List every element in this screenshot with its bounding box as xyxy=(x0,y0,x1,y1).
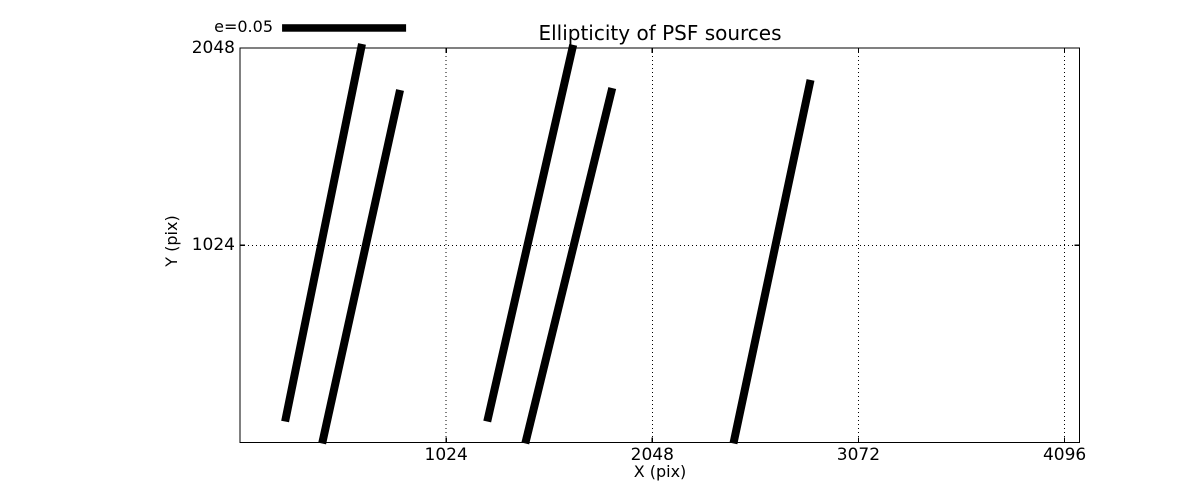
x-tick-label: 4096 xyxy=(1042,445,1087,465)
x-tick-label: 2048 xyxy=(630,445,674,465)
y-tick-label: 2048 xyxy=(191,37,235,58)
ellipticity-sticks xyxy=(281,43,815,445)
ellipticity-stick xyxy=(483,44,578,423)
ellipticity-stick xyxy=(521,87,617,445)
x-axis-label: X (pix) xyxy=(633,462,687,481)
ellipticity-stick xyxy=(318,89,404,445)
axes-box xyxy=(239,47,1081,444)
x-tick-label: 3072 xyxy=(836,445,881,465)
legend-label: e=0.05 xyxy=(214,17,273,36)
x-tick-label: 1024 xyxy=(424,445,468,465)
ellipticity-stick xyxy=(281,43,366,423)
gridlines xyxy=(240,47,1080,443)
legend-scale-bar xyxy=(282,24,407,32)
y-tick-label: 1024 xyxy=(191,234,235,255)
chart-title: Ellipticity of PSF sources xyxy=(538,21,782,45)
ellipticity-stick xyxy=(729,79,815,445)
